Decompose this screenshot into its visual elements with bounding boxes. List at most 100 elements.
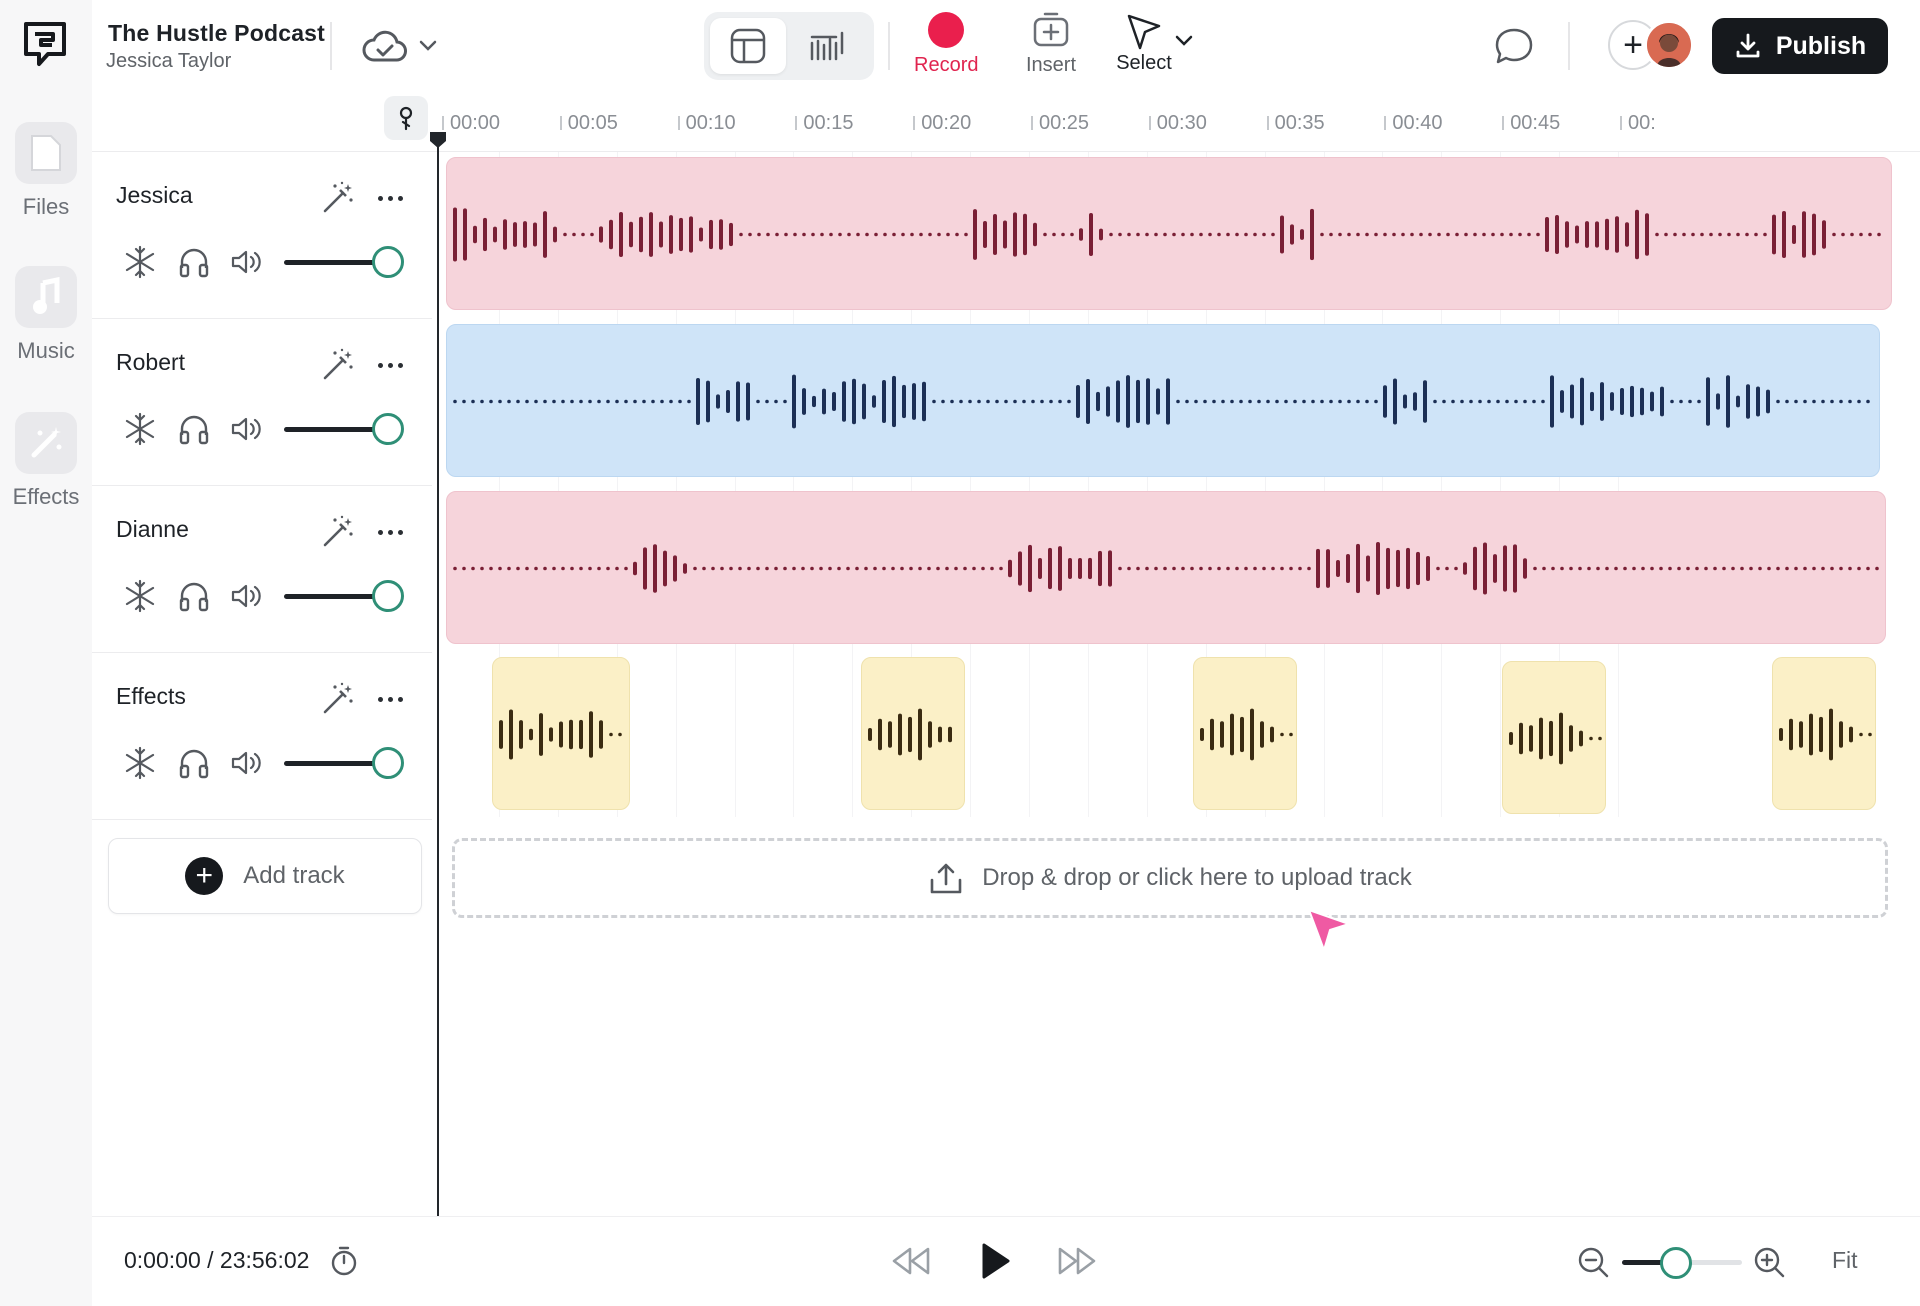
volume-slider[interactable] [284,413,408,445]
snap-marker-button[interactable] [384,96,428,140]
divider [330,22,332,70]
more-options-icon[interactable] [370,347,410,383]
effect-clip[interactable] [1193,657,1297,810]
volume-slider[interactable] [284,580,408,612]
freeze-icon[interactable] [122,244,158,280]
stopwatch-icon[interactable] [328,1245,360,1277]
cloud-check-icon [362,30,407,62]
freeze-icon[interactable] [122,745,158,781]
headphones-icon[interactable] [176,411,212,447]
magic-wand-icon[interactable] [320,347,356,383]
freeze-icon[interactable] [122,411,158,447]
cursor-arrow-icon [1127,14,1161,50]
timeline-view-button[interactable] [710,18,786,74]
playhead-handle-icon[interactable] [428,130,448,150]
track-name[interactable]: Effects [116,683,186,709]
volume-slider[interactable] [284,246,408,278]
zoom-slider[interactable] [1622,1247,1742,1279]
audio-clip-dianne[interactable] [446,491,1886,644]
waveform [453,374,1870,429]
rewind-icon[interactable] [886,1239,934,1283]
zoom-out-icon[interactable] [1576,1245,1610,1279]
publish-label: Publish [1775,31,1867,60]
ruler-tick-label: 00: [1620,112,1656,135]
freeze-icon[interactable] [122,578,158,614]
track-header-jessica: Jessica [92,152,432,319]
sidebar-item-label: Effects [12,484,80,509]
ruler-tick-label: 00:10 [678,112,736,135]
more-options-icon[interactable] [370,180,410,216]
insert-label: Insert [1026,54,1077,76]
magic-wand-icon[interactable] [320,514,356,550]
volume-slider-fill [284,427,384,432]
effect-clip[interactable] [1772,657,1876,810]
ruler-tick-label: 00:35 [1267,112,1325,135]
zoom-in-icon[interactable] [1752,1245,1786,1279]
select-label: Select [1116,52,1172,74]
sidebar-item-music[interactable]: Music [0,266,92,364]
cloud-sync-button[interactable] [362,24,452,68]
magic-wand-icon[interactable] [320,180,356,216]
speaker-icon[interactable] [228,411,264,447]
waveform-view-button[interactable] [790,18,866,74]
headphones-icon[interactable] [176,244,212,280]
pin-icon [399,106,413,131]
app-logo-icon[interactable] [22,20,68,68]
headphones-icon[interactable] [176,578,212,614]
waveform [1779,708,1872,761]
zoom-slider-fill [1622,1260,1674,1265]
volume-slider-handle[interactable] [372,246,404,278]
play-icon[interactable] [970,1239,1018,1283]
effect-clip[interactable] [1502,661,1606,814]
plus-icon: + [185,857,224,895]
sidebar-item-effects[interactable]: Effects [0,412,92,510]
upload-dropzone[interactable]: Drop & drop or click here to upload trac… [452,838,1888,918]
track-name[interactable]: Robert [116,349,186,375]
volume-slider-fill [284,260,384,265]
top-bar: The Hustle Podcast Jessica Taylor Record… [92,0,1920,92]
audio-clip-jessica[interactable] [446,157,1892,310]
more-options-icon[interactable] [370,514,410,550]
waveform [868,708,952,761]
timeline-ruler[interactable]: 00:00 00:05 00:10 00:15 00:20 00:25 00:30 00:35… [92,92,1920,152]
volume-slider-handle[interactable] [372,747,404,779]
sidebar-item-files[interactable]: Files [0,122,92,220]
comments-button[interactable] [1492,24,1536,68]
volume-slider[interactable] [284,747,408,779]
view-mode-toggle [704,12,874,80]
magic-wand-icon[interactable] [320,681,356,717]
record-button[interactable]: Record [914,12,978,77]
track-name[interactable]: Dianne [116,516,189,542]
file-icon [15,122,77,184]
dropzone-label: Drop & drop or click here to upload trac… [982,864,1412,891]
collaborator-cursor-icon [1308,909,1350,951]
insert-button[interactable]: Insert [1026,12,1076,77]
track-name[interactable]: Jessica [116,182,193,208]
chat-bubble-icon [1495,28,1533,64]
sidebar-item-label: Music [17,338,75,363]
chevron-down-icon[interactable] [1174,34,1194,48]
playhead[interactable] [437,138,439,1216]
volume-slider-handle[interactable] [372,580,404,612]
avatar [1644,20,1694,70]
select-tool-button[interactable]: Select [1116,12,1194,75]
audio-clip-robert[interactable] [446,324,1880,477]
sidebar-item-label: Files [22,194,70,219]
fit-button[interactable]: Fit [1832,1247,1858,1273]
volume-slider-handle[interactable] [372,413,404,445]
add-track-button[interactable]: + Add track [108,838,422,914]
effect-clip[interactable] [861,657,965,810]
project-title[interactable]: The Hustle Podcast [108,20,326,46]
waveform [453,207,1881,262]
publish-button[interactable]: Publish [1712,18,1888,74]
fast-forward-icon[interactable] [1054,1239,1102,1283]
more-options-icon[interactable] [370,681,410,717]
headphones-icon[interactable] [176,745,212,781]
effect-clip[interactable] [492,657,630,810]
speaker-icon[interactable] [228,745,264,781]
speaker-icon[interactable] [228,244,264,280]
zoom-slider-handle[interactable] [1660,1247,1692,1279]
speaker-icon[interactable] [228,578,264,614]
ruler-tick-label: 00:15 [795,112,853,135]
invite-collaborator-button[interactable]: + [1608,20,1694,72]
